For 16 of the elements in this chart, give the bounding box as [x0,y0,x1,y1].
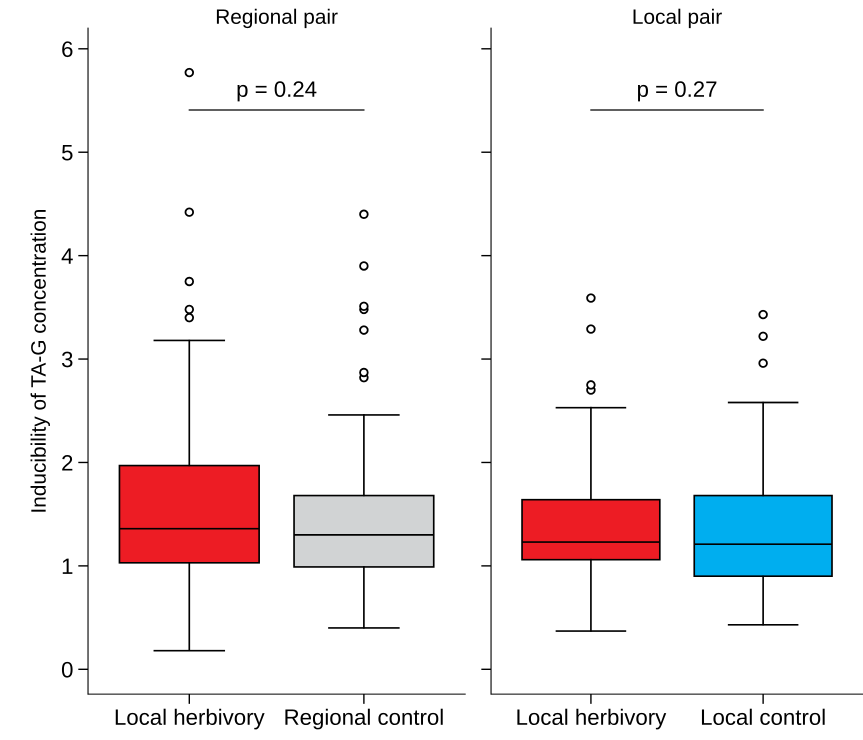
annotation: p = 0.24 [238,81,316,102]
y-tick-label: 3 [62,352,72,368]
x-tick-label: Regional control [285,708,443,730]
y-tick-label: 5 [62,144,73,160]
x-tick-label: Local control [702,708,825,726]
x-tick-label: Local herbivory [116,708,265,730]
annotation: p = 0.27 [638,81,716,102]
y-tick-label: 6 [62,41,72,58]
chart-title: Local pair [634,8,722,28]
y-tick-label: 4 [62,248,73,264]
y-tick-label: 2 [62,455,72,471]
chart-title: Regional pair [216,8,338,28]
y-axis-title: Inducibility of TA-G concentration [30,210,50,512]
x-tick-label: Local herbivory [517,708,666,730]
y-tick-label: 0 [62,662,73,678]
y-tick-label: 1 [62,558,72,574]
